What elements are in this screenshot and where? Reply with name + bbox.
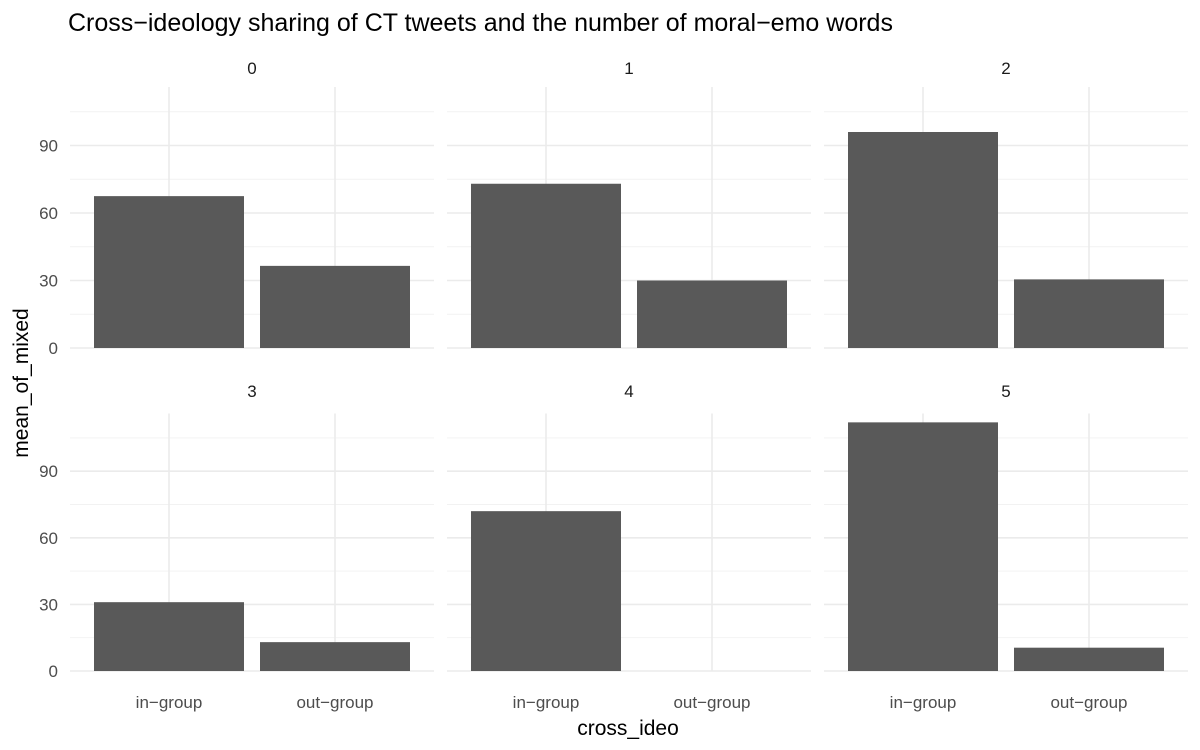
x-tick-label: in−group (136, 693, 203, 712)
x-axis-title: cross_ideo (577, 717, 679, 740)
facet-panel-1: 1 (447, 59, 811, 349)
facet-label: 4 (624, 382, 633, 401)
chart-title: Cross−ideology sharing of CT tweets and … (68, 9, 893, 37)
x-tick-label: in−group (890, 693, 957, 712)
facet-panel-2: 2 (824, 59, 1188, 349)
bar-1-in-group (471, 183, 621, 348)
facet-label: 3 (247, 382, 256, 401)
facet-label: 2 (1001, 59, 1010, 78)
y-axis-title: mean_of_mixed (10, 308, 33, 457)
facet-panel-4: 4 in−group out−group (447, 382, 811, 712)
y-tick-label: 90 (39, 137, 58, 156)
bar-3-out-group (260, 642, 410, 671)
x-tick-label: out−group (673, 693, 750, 712)
bar-2-in-group (848, 132, 998, 348)
x-tick-label: out−group (296, 693, 373, 712)
bar-0-in-group (94, 196, 244, 348)
y-tick-label: 30 (39, 595, 58, 614)
y-tick-label: 60 (39, 529, 58, 548)
bar-4-in-group (471, 511, 621, 671)
bar-5-out-group (1014, 647, 1164, 671)
y-tick-label: 60 (39, 204, 58, 223)
x-tick-label: out−group (1050, 693, 1127, 712)
bar-3-in-group (94, 602, 244, 671)
y-tick-label: 30 (39, 272, 58, 291)
facet-panel-0: 0 0 30 60 90 (39, 59, 434, 358)
bar-0-out-group (260, 265, 410, 348)
facet-panel-5: 5 in−group out−group (824, 382, 1188, 712)
y-tick-label: 0 (49, 339, 58, 358)
facet-label: 1 (624, 59, 633, 78)
y-tick-label: 90 (39, 462, 58, 481)
bar-5-in-group (848, 422, 998, 671)
x-tick-label: in−group (513, 693, 580, 712)
facet-label: 5 (1001, 382, 1010, 401)
y-tick-label: 0 (49, 662, 58, 681)
facet-label: 0 (247, 59, 256, 78)
bar-1-out-group (637, 280, 787, 348)
bar-2-out-group (1014, 279, 1164, 348)
